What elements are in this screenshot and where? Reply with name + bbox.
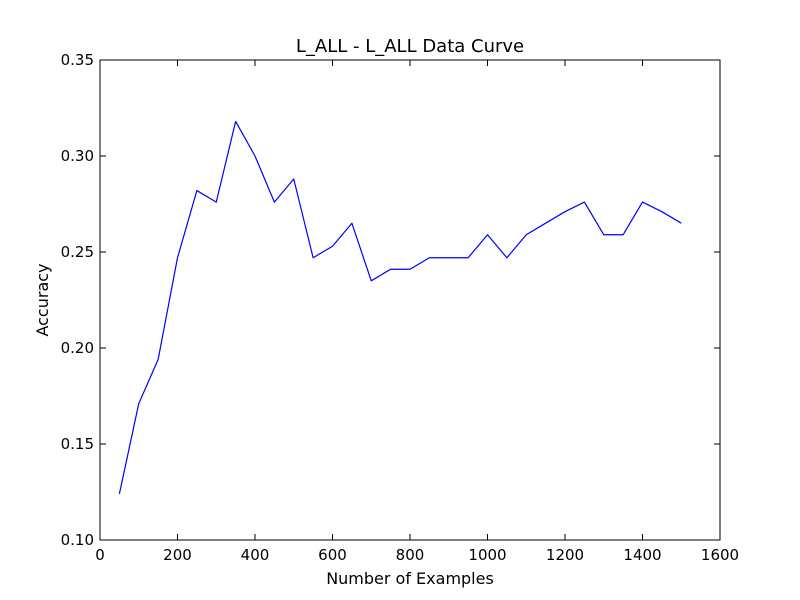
accuracy-series-line: [118, 120, 682, 495]
x-tick-label: 600: [318, 546, 347, 564]
x-tick-label: 400: [241, 546, 270, 564]
y-tick-label: 0.15: [61, 435, 94, 453]
plot-frame: [99, 59, 721, 541]
chart-title: L_ALL - L_ALL Data Curve: [296, 36, 524, 57]
axis-ticks: 0 200 400 600 800 1000 1200 1400 1600 0.10 0.15 0.2…: [61, 51, 740, 564]
y-tick-label: 0.20: [61, 339, 94, 357]
x-tick-label: 200: [163, 546, 192, 564]
x-tick-label: 1000: [468, 546, 506, 564]
y-tick-label: 0.30: [61, 147, 94, 165]
x-tick-label: 1200: [546, 546, 584, 564]
plot-series: [118, 120, 682, 495]
y-axis-label: Accuracy: [33, 263, 52, 336]
x-tick-label: 1400: [623, 546, 661, 564]
x-tick-label: 800: [396, 546, 425, 564]
x-tick-label: 0: [95, 546, 105, 564]
y-tick-label: 0.10: [61, 531, 94, 549]
y-tick-label: 0.25: [61, 243, 94, 261]
x-axis-label: Number of Examples: [326, 569, 494, 588]
x-tick-label: 1600: [701, 546, 739, 564]
y-tick-label: 0.35: [61, 51, 94, 69]
